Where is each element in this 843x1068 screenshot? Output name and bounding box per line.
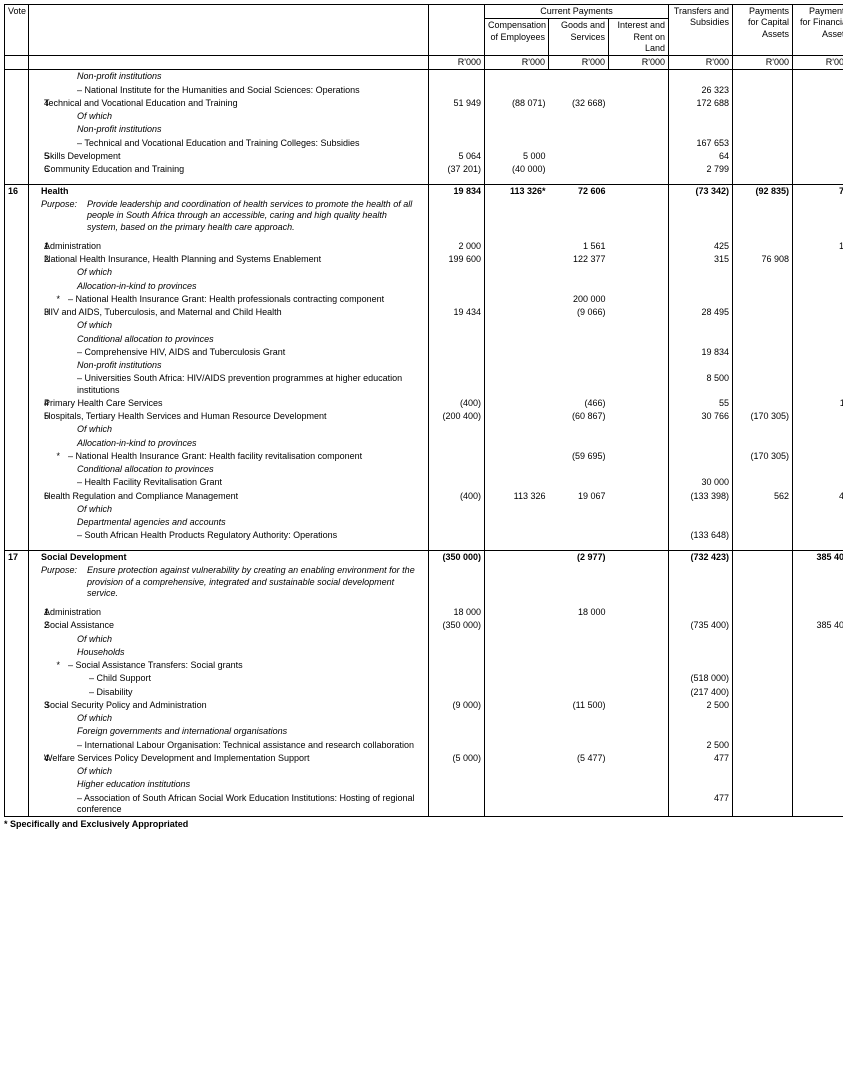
compensation-header: Compensation of Employees bbox=[485, 19, 549, 56]
unit-comp: R'000 bbox=[485, 56, 549, 70]
vote16-purpose: Provide leadership and coordination of h… bbox=[87, 199, 417, 233]
unit-int: R'000 bbox=[609, 56, 669, 70]
vote16-no: 16 bbox=[5, 184, 29, 198]
unit-main: R'000 bbox=[429, 56, 485, 70]
transfers-header: Transfers and Subsidies bbox=[669, 5, 733, 56]
budget-table: Vote Current Payments Transfers and Subs… bbox=[4, 4, 843, 817]
footnote: * Specifically and Exclusively Appropria… bbox=[4, 817, 839, 829]
unit-goods: R'000 bbox=[549, 56, 609, 70]
unit-row: R'000 R'000 R'000 R'000 R'000 R'000 R'00… bbox=[5, 56, 843, 70]
pre-p4: Technical and Vocational Education and T… bbox=[44, 98, 238, 108]
vote-header: Vote bbox=[5, 5, 29, 56]
capital-header: Payments for Capital Assets bbox=[733, 5, 793, 56]
pre-nihss-val: 26 323 bbox=[669, 84, 733, 97]
vote17-title: Social Development bbox=[29, 551, 429, 565]
vote17-no: 17 bbox=[5, 551, 29, 565]
current-payments-header: Current Payments bbox=[485, 5, 669, 19]
vote16-title: Health bbox=[29, 184, 429, 198]
unit-cap: R'000 bbox=[733, 56, 793, 70]
goods-header: Goods and Services bbox=[549, 19, 609, 56]
interest-header: Interest and Rent on Land bbox=[609, 19, 669, 56]
pre-npi: Non-profit institutions bbox=[29, 70, 429, 84]
unit-fin: R'000 bbox=[793, 56, 843, 70]
pre-nihss: – National Institute for the Humanities … bbox=[29, 84, 429, 97]
header-row-1: Vote Current Payments Transfers and Subs… bbox=[5, 5, 843, 19]
financial-header: Payments for Financial Assets bbox=[793, 5, 843, 56]
unit-trans: R'000 bbox=[669, 56, 733, 70]
vote17-purpose: Ensure protection against vulnerability … bbox=[87, 565, 417, 599]
